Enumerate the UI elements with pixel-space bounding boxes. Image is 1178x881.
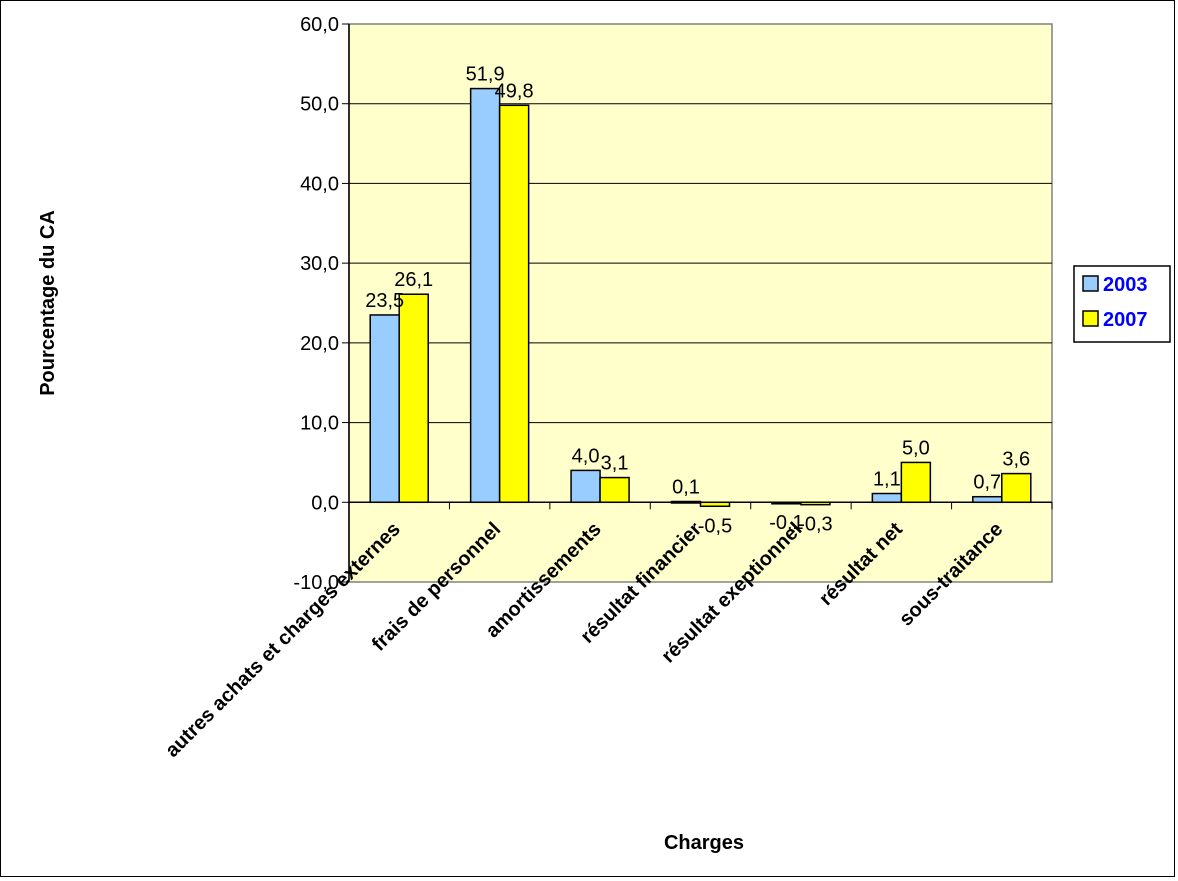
data-label-2003: 1,1 [873, 469, 901, 491]
y-tick-label: 30,0 [300, 253, 339, 275]
gridlines [349, 103, 1052, 424]
bar-2003 [570, 469, 601, 504]
bars [369, 87, 1032, 508]
data-label-2007: 3,1 [601, 453, 629, 475]
data-label-2007: 26,1 [394, 269, 433, 291]
axes [348, 24, 1053, 582]
bar-2003 [469, 87, 501, 504]
x-axis-title: Charges [664, 832, 744, 854]
legend-label-2007: 2007 [1103, 309, 1148, 331]
data-labels: 23,526,1 51,949,8 4,0 3,1 0,1 -0,5 -0,1-0,3 1,1… [365, 64, 1030, 538]
data-label-2003: 0,7 [973, 472, 1001, 494]
data-label-2003: 23,5 [365, 290, 404, 312]
data-label-2003: 51,9 [466, 64, 505, 86]
y-tick-label: 20,0 [300, 333, 339, 355]
bar-2007 [1001, 472, 1032, 504]
legend-swatch-2007 [1082, 310, 1099, 327]
data-label-2003: 0,1 [672, 476, 700, 498]
plot-area [348, 23, 1053, 583]
y-tick-label: 10,0 [300, 413, 339, 435]
y-tick-label: 40,0 [300, 173, 339, 195]
y-tick-label: 0,0 [311, 492, 339, 514]
y-axis-ticks: -10,0 0,0 10,0 20,0 30,0 40,0 50,0 60,0 [293, 14, 349, 594]
data-label-2003: -0,1 [769, 512, 803, 534]
data-label-2007: -0,3 [798, 514, 832, 536]
data-label-2007: 3,6 [1002, 449, 1030, 471]
y-tick-label: -10,0 [293, 572, 339, 594]
y-tick-label: 50,0 [300, 94, 339, 116]
bar-2007 [398, 293, 429, 504]
data-label-2007: -0,5 [698, 515, 732, 537]
data-label-2003: 4,0 [572, 445, 600, 467]
y-axis-title: Pourcentage du CA [37, 210, 59, 396]
legend-label-2003: 2003 [1103, 274, 1148, 296]
y-tick-label: 60,0 [300, 14, 339, 36]
data-label-2007: 5,0 [902, 437, 930, 459]
legend: 2003 2007 [1073, 265, 1171, 343]
bar-2003 [369, 314, 400, 504]
bar-2007 [900, 461, 932, 504]
legend-swatch-2003 [1082, 275, 1099, 292]
bar-2007 [599, 476, 630, 504]
bar-2007 [498, 104, 530, 504]
bar-2003 [972, 495, 1003, 504]
bar-2003 [871, 492, 903, 504]
data-label-2007: 49,8 [495, 80, 534, 102]
